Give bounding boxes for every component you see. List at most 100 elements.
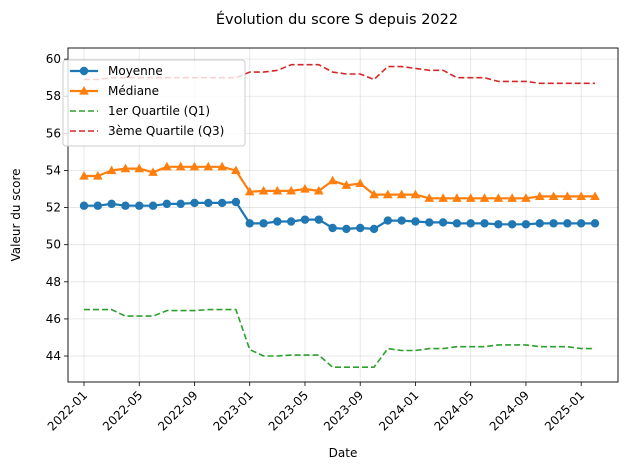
y-tick-label: 60 bbox=[46, 52, 61, 66]
series-line bbox=[84, 308, 595, 369]
data-point bbox=[355, 178, 366, 188]
data-point bbox=[534, 191, 545, 201]
data-point bbox=[148, 201, 158, 210]
legend-label: 1er Quartile (Q1) bbox=[108, 104, 210, 118]
data-point bbox=[383, 189, 393, 199]
data-point bbox=[93, 171, 103, 180]
series-1 bbox=[79, 161, 600, 202]
data-point bbox=[300, 184, 310, 193]
y-axis: 44 46 48 50 52 54 56 58 60 bbox=[46, 52, 68, 363]
data-point bbox=[148, 167, 158, 176]
data-point bbox=[286, 217, 296, 226]
data-point bbox=[162, 161, 172, 171]
data-point bbox=[79, 171, 89, 180]
data-point bbox=[466, 219, 475, 228]
data-point bbox=[272, 185, 283, 195]
data-point bbox=[383, 216, 393, 225]
data-point bbox=[521, 193, 531, 202]
data-point bbox=[356, 223, 365, 233]
data-point bbox=[300, 215, 310, 224]
data-point bbox=[480, 219, 489, 228]
data-point bbox=[327, 175, 338, 185]
series-2 bbox=[84, 308, 595, 369]
series-line bbox=[84, 200, 595, 230]
legend-item: Médiane bbox=[70, 84, 159, 98]
legend: Moyenne Médiane 1er Quartile (Q1) 3ème Quar… bbox=[62, 59, 246, 147]
legend-label: Médiane bbox=[108, 84, 159, 98]
x-tick-label: 2022-09 bbox=[155, 388, 200, 433]
data-point bbox=[189, 161, 200, 171]
data-point bbox=[120, 163, 131, 173]
data-point bbox=[190, 198, 199, 208]
x-tick-label: 2023-09 bbox=[321, 388, 366, 433]
data-point bbox=[175, 161, 186, 171]
data-point bbox=[521, 220, 531, 229]
data-point bbox=[438, 193, 448, 202]
y-tick-label: 44 bbox=[46, 349, 61, 363]
data-point bbox=[203, 161, 214, 171]
data-point bbox=[590, 191, 600, 201]
data-point bbox=[548, 191, 559, 201]
data-point bbox=[396, 189, 407, 199]
data-point bbox=[259, 219, 268, 228]
legend-label: Moyenne bbox=[108, 64, 163, 78]
data-point bbox=[563, 219, 572, 228]
data-point bbox=[79, 201, 89, 210]
legend-marker bbox=[79, 86, 89, 95]
x-tick-label: 2022-05 bbox=[100, 388, 145, 433]
data-point bbox=[106, 165, 117, 175]
x-tick-label: 2024-01 bbox=[376, 388, 421, 433]
legend-item: Moyenne bbox=[70, 64, 163, 78]
data-point bbox=[286, 185, 296, 195]
x-tick-label: 2023-05 bbox=[266, 388, 311, 433]
legend-item: 1er Quartile (Q1) bbox=[70, 104, 210, 118]
data-point bbox=[245, 219, 254, 228]
y-tick-label: 56 bbox=[46, 126, 61, 140]
data-point bbox=[494, 220, 503, 229]
data-point bbox=[341, 180, 352, 189]
data-point bbox=[590, 219, 600, 228]
y-axis-title: Valeur du score bbox=[9, 169, 23, 262]
y-tick-label: 54 bbox=[46, 163, 61, 177]
data-point bbox=[452, 219, 462, 228]
x-tick-label: 2022-01 bbox=[45, 388, 90, 433]
data-point bbox=[535, 219, 544, 228]
data-point bbox=[313, 185, 324, 195]
data-point bbox=[424, 193, 435, 202]
x-tick-label: 2024-09 bbox=[487, 388, 532, 433]
y-tick-label: 50 bbox=[46, 238, 61, 252]
data-point bbox=[410, 189, 421, 199]
data-point bbox=[134, 163, 145, 173]
data-point bbox=[507, 193, 517, 202]
x-tick-label: 2023-01 bbox=[210, 388, 255, 433]
data-point bbox=[231, 197, 241, 207]
data-point bbox=[342, 224, 351, 234]
data-point bbox=[397, 216, 406, 225]
y-tick-label: 58 bbox=[46, 89, 61, 103]
data-point bbox=[176, 199, 185, 209]
data-point bbox=[576, 219, 586, 228]
legend-frame bbox=[62, 59, 246, 147]
data-point bbox=[465, 193, 476, 202]
data-point bbox=[479, 193, 490, 202]
data-point bbox=[425, 218, 434, 227]
data-point bbox=[107, 199, 116, 209]
data-point bbox=[549, 219, 558, 228]
data-point bbox=[204, 198, 213, 208]
data-point bbox=[438, 218, 448, 227]
x-tick-label: 2025-01 bbox=[542, 388, 587, 433]
x-axis: 2022-01 2022-05 2022-09 2023-01 2023-05 2023-… bbox=[45, 382, 587, 434]
data-point bbox=[369, 224, 379, 234]
x-tick-label: 2024-05 bbox=[431, 388, 476, 433]
series-0 bbox=[79, 197, 600, 234]
y-tick-label: 52 bbox=[46, 201, 61, 215]
data-point bbox=[411, 217, 420, 226]
data-point bbox=[507, 220, 517, 229]
data-point bbox=[369, 189, 379, 199]
data-point bbox=[231, 165, 241, 175]
legend-marker bbox=[79, 66, 89, 76]
y-tick-label: 46 bbox=[46, 312, 61, 326]
data-point bbox=[273, 217, 282, 226]
